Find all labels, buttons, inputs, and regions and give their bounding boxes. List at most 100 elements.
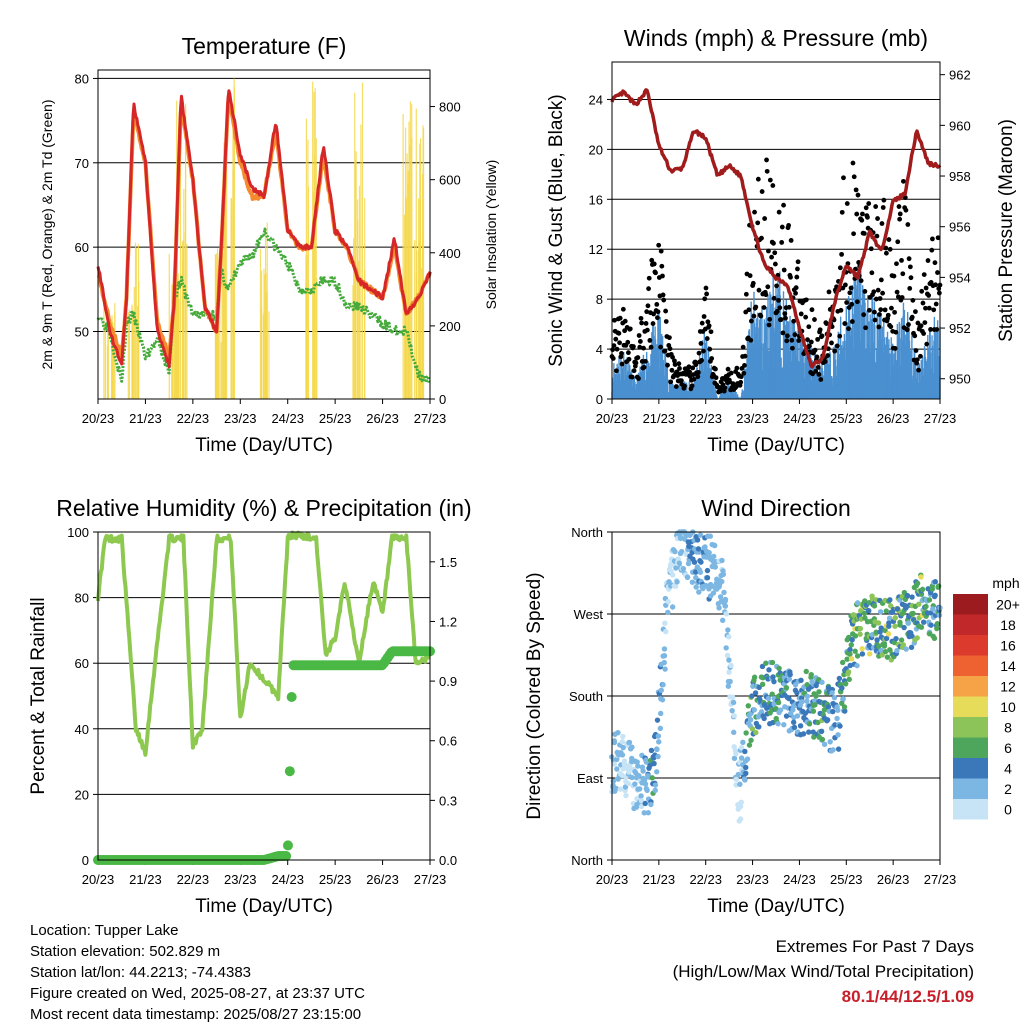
direction-panel-x-tick-label: 23/23	[736, 872, 769, 887]
direction-point	[840, 695, 846, 702]
direction-point	[885, 631, 892, 637]
gust-point	[872, 317, 878, 323]
direction-panel-left-tick-label: North	[571, 525, 603, 540]
direction-point	[725, 683, 732, 689]
speed-legend-swatch	[953, 799, 988, 820]
gust-point	[670, 354, 675, 360]
gust-point	[780, 330, 786, 336]
gust-point	[888, 324, 894, 330]
gust-point	[616, 330, 622, 336]
gust-point	[813, 368, 819, 374]
gust-point	[660, 273, 665, 279]
gust-point	[743, 291, 749, 297]
direction-point	[881, 640, 888, 647]
direction-point	[830, 708, 836, 715]
gust-point	[767, 177, 773, 183]
info-elevation: Station elevation: 502.829 m	[30, 943, 221, 960]
gust-point	[866, 201, 872, 206]
direction-point	[918, 624, 925, 630]
direction-point	[777, 707, 784, 713]
direction-point	[935, 583, 942, 589]
direction-point	[658, 687, 664, 693]
direction-point	[722, 603, 729, 609]
direction-point	[733, 776, 740, 782]
gust-point	[923, 285, 929, 291]
direction-point	[810, 708, 817, 714]
gust-point	[772, 250, 778, 256]
gust-point	[847, 290, 853, 296]
direction-point	[832, 722, 838, 728]
gust-point	[620, 306, 626, 312]
gust-point	[622, 318, 628, 324]
direction-panel-x-tick-label: 20/23	[596, 872, 629, 887]
gust-point	[818, 377, 824, 382]
direction-point	[873, 629, 879, 635]
gust-point	[691, 376, 697, 382]
direction-panel-x-tick-label: 27/23	[924, 872, 957, 887]
gust-point	[695, 374, 701, 380]
gust-point	[935, 235, 941, 241]
humidity-panel-right-tick-label: 0.6	[439, 734, 457, 749]
direction-point	[733, 750, 739, 757]
direction-point	[909, 633, 915, 639]
speed-legend-label: 14	[1000, 658, 1016, 674]
gust-point	[805, 337, 810, 343]
direction-point	[883, 608, 889, 614]
gust-point	[866, 307, 872, 313]
humidity-panel-right-tick-label: 1.2	[439, 614, 457, 629]
direction-point	[640, 768, 646, 774]
temperature-panel-left-tick-label: 60	[75, 240, 89, 255]
direction-point	[916, 601, 922, 607]
direction-point	[878, 625, 884, 631]
speed-legend-label: 0	[1004, 801, 1012, 817]
gust-point	[868, 246, 874, 252]
gust-point	[899, 295, 905, 300]
direction-point	[642, 800, 648, 807]
direction-point	[665, 598, 671, 605]
gust-point	[741, 370, 747, 376]
gust-point	[837, 333, 843, 339]
direction-point	[737, 816, 744, 822]
gust-point	[651, 311, 657, 317]
gust-point	[764, 168, 770, 174]
gust-point	[806, 324, 812, 330]
direction-panel-x-tick-label: 24/23	[783, 872, 816, 887]
gust-point	[873, 296, 879, 302]
direction-point	[835, 707, 841, 713]
gust-point	[891, 273, 897, 279]
direction-point	[852, 648, 858, 654]
gust-point	[854, 211, 860, 217]
gust-point	[935, 270, 940, 275]
direction-point	[882, 627, 888, 634]
gust-point	[641, 345, 646, 351]
direction-point	[663, 628, 669, 635]
gust-point	[892, 309, 897, 315]
gust-point	[909, 314, 915, 320]
direction-point	[657, 710, 664, 717]
direction-point	[835, 732, 841, 738]
direction-point	[904, 592, 911, 599]
direction-point	[758, 709, 765, 715]
speed-legend-swatch	[953, 614, 988, 635]
direction-point	[865, 607, 872, 614]
speed-legend-label: 12	[1000, 678, 1016, 694]
direction-point	[625, 780, 632, 787]
gust-point	[704, 291, 710, 297]
gust-point	[611, 343, 617, 348]
direction-point	[731, 729, 737, 736]
gust-point	[753, 304, 759, 310]
gust-point	[668, 379, 674, 385]
direction-point	[611, 761, 618, 767]
direction-point	[655, 733, 662, 739]
gust-point	[777, 305, 783, 311]
extremes-summary: Extremes For Past 7 Days (High/Low/Max W…	[673, 934, 974, 1009]
direction-point	[818, 728, 825, 735]
direction-point	[623, 792, 629, 799]
direction-point	[928, 622, 934, 628]
humidity-panel-left-tick-label: 80	[75, 591, 89, 606]
direction-point	[910, 610, 916, 617]
gust-point	[781, 202, 786, 208]
gust-point	[646, 286, 651, 292]
gust-point	[812, 317, 817, 322]
direction-point	[638, 793, 644, 799]
